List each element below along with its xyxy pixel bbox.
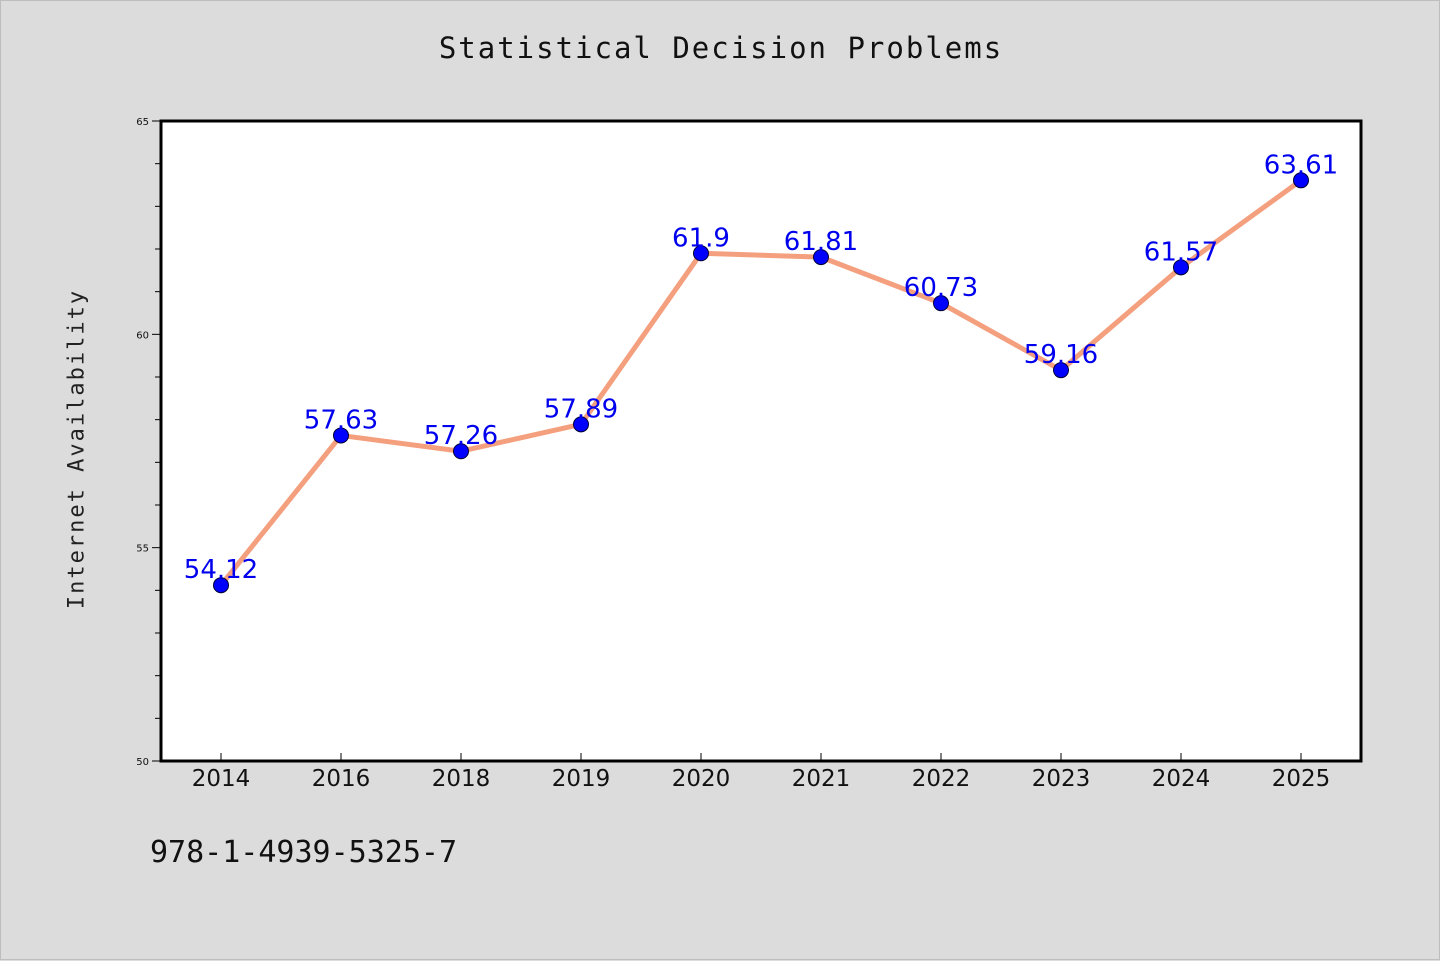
data-label: 61.9: [672, 223, 730, 253]
data-label: 61.81: [784, 227, 858, 257]
data-label: 60.73: [904, 273, 978, 303]
data-label: 57.63: [304, 405, 378, 435]
x-tick-label: 2019: [552, 766, 611, 792]
y-axis: 50 55 60 65: [136, 117, 161, 768]
data-label: 63.61: [1264, 150, 1338, 180]
data-label: 57.89: [544, 394, 618, 424]
y-tick-label: 65: [136, 117, 149, 128]
data-point: [933, 295, 949, 312]
plot-frame: [159, 119, 1363, 763]
x-tick-label: 2018: [432, 766, 491, 792]
x-tick-label: 2025: [1272, 766, 1331, 792]
data-point: [333, 427, 349, 444]
data-point: [1053, 362, 1069, 379]
data-label: 61.57: [1144, 237, 1218, 267]
chart-title: Statistical Decision Problems: [438, 31, 1004, 65]
data-point: [813, 249, 829, 266]
y-tick-label: 55: [136, 544, 149, 555]
data-point: [1173, 259, 1189, 276]
x-tick-label: 2023: [1032, 766, 1091, 792]
x-tick-label: 2016: [312, 766, 371, 792]
x-tick-label: 2021: [792, 766, 851, 792]
x-axis: 2014 2016 2018 2019 2020 2021 2022 2023 2024 2025: [192, 753, 1331, 792]
series-line: [218, 177, 1304, 588]
data-label: 57.26: [424, 421, 498, 451]
data-point: [213, 577, 229, 594]
data-point: [1293, 172, 1309, 189]
data-label: 54.12: [184, 555, 258, 585]
x-tick-label: 2020: [672, 766, 731, 792]
isbn-text: 978-1-4939-5325-7: [150, 835, 458, 870]
x-tick-label: 2024: [1152, 766, 1211, 792]
y-tick-label: 60: [136, 330, 149, 341]
data-point: [453, 443, 469, 460]
x-tick-label: 2014: [192, 766, 251, 792]
x-tick-label: 2022: [912, 766, 971, 792]
y-tick-label: 50: [136, 757, 149, 768]
data-label: 59.16: [1024, 340, 1098, 370]
series-group: 54.12 57.63 57.26 57.89 61.9 61.81 60.73 59.16 6…: [184, 150, 1338, 594]
data-point: [693, 245, 709, 262]
plot-background: [161, 121, 1361, 761]
data-point: [573, 416, 589, 433]
